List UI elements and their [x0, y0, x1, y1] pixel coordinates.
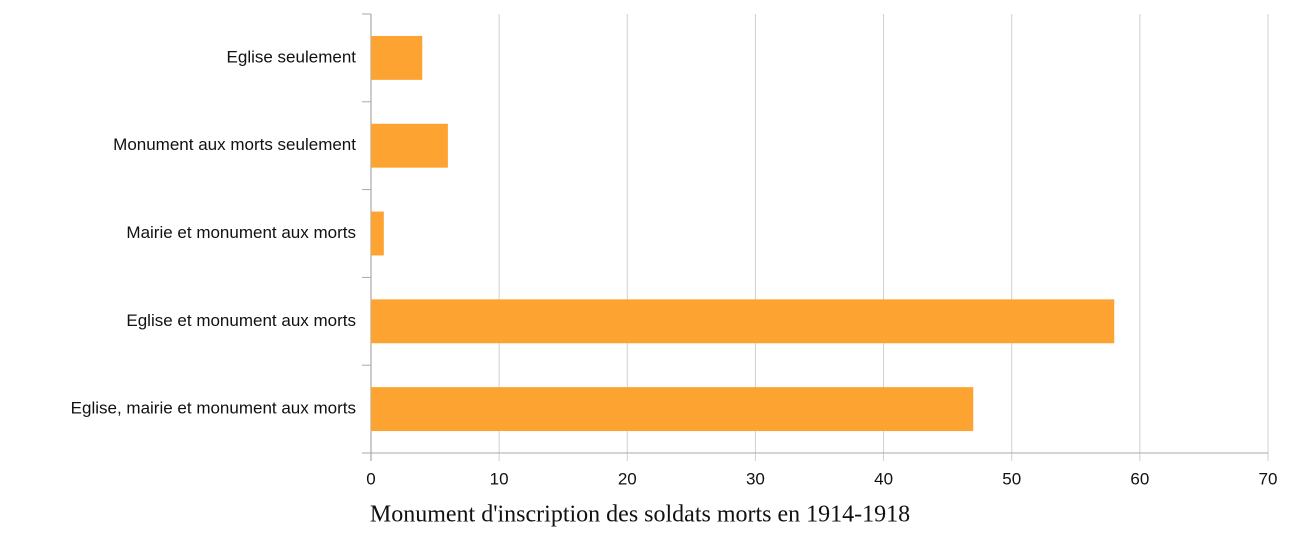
x-tick-label: 50 — [1002, 469, 1021, 488]
y-tick-label: Eglise seulement — [227, 47, 357, 66]
x-tick-label: 70 — [1259, 469, 1278, 488]
bar — [371, 35, 423, 80]
y-tick-label: Eglise et monument aux morts — [126, 311, 356, 330]
x-tick-label: 40 — [874, 469, 893, 488]
bar — [371, 123, 448, 168]
chart-title: Monument d'inscription des soldats morts… — [370, 502, 910, 528]
x-tick-label: 30 — [746, 469, 765, 488]
y-tick-label: Eglise, mairie et monument aux morts — [71, 399, 356, 418]
x-tick-label: 60 — [1130, 469, 1149, 488]
x-tick-label: 0 — [366, 469, 375, 488]
bar — [371, 211, 384, 256]
x-tick-label: 20 — [618, 469, 637, 488]
y-tick-label: Monument aux morts seulement — [113, 135, 356, 154]
bar — [371, 387, 974, 432]
y-tick-label: Mairie et monument aux morts — [126, 223, 356, 242]
bar — [371, 299, 1115, 344]
x-tick-label: 10 — [490, 469, 509, 488]
